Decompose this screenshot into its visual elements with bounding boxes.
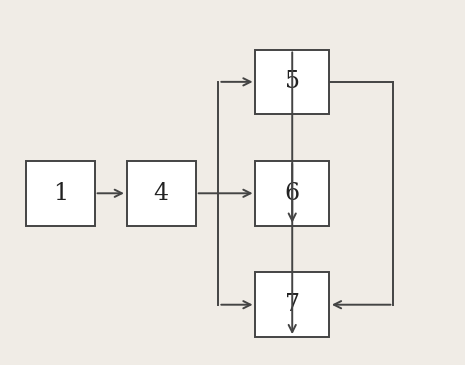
Text: 7: 7 [285,293,300,316]
Text: 4: 4 [154,182,169,205]
FancyBboxPatch shape [255,161,329,226]
FancyBboxPatch shape [127,161,196,226]
Text: 5: 5 [285,70,300,93]
FancyBboxPatch shape [255,272,329,337]
Text: 1: 1 [53,182,68,205]
FancyBboxPatch shape [26,161,95,226]
FancyBboxPatch shape [255,50,329,114]
Text: 6: 6 [285,182,300,205]
